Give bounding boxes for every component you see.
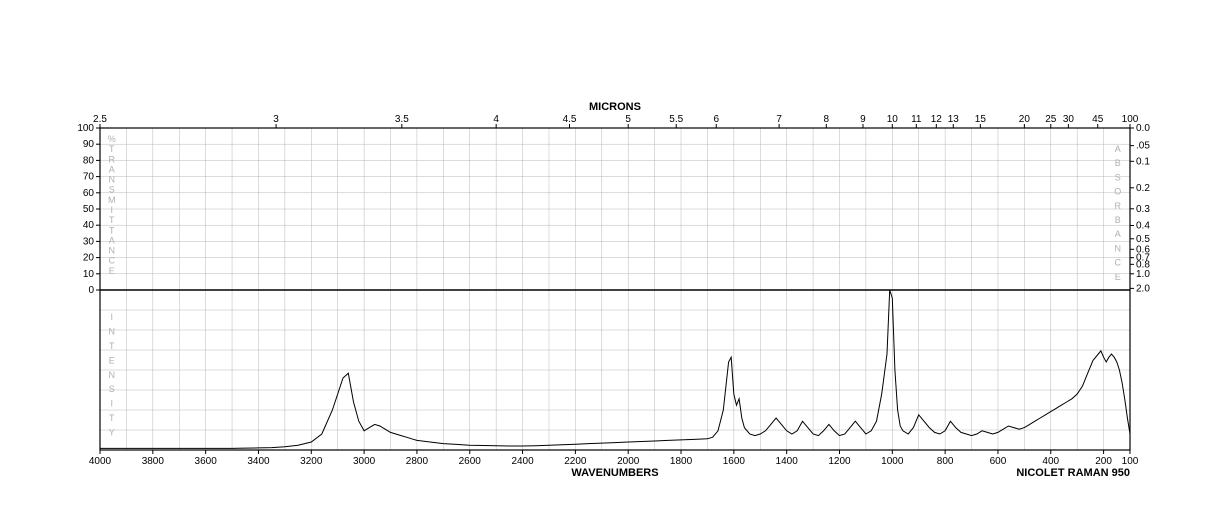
wavenumber-tick-label: 200 — [1095, 456, 1112, 467]
wavenumber-tick-label: 600 — [990, 456, 1007, 467]
intensity-axis-letter: Y — [109, 428, 116, 438]
micron-tick-label: 25 — [1045, 114, 1057, 125]
transmittance-axis-letter: A — [109, 164, 116, 174]
micron-tick-label: 5 — [625, 114, 631, 125]
transmittance-axis-letter: T — [109, 225, 115, 235]
micron-tick-label: 11 — [911, 114, 922, 125]
transmittance-axis-letter: T — [109, 144, 115, 154]
absorbance-axis-letter: A — [1115, 144, 1122, 154]
intensity-axis-letter: N — [109, 326, 116, 336]
transmittance-axis-letter: M — [108, 195, 116, 205]
wavenumber-tick-label: 2400 — [511, 456, 534, 467]
wavenumber-tick-label: 1800 — [670, 456, 693, 467]
spectrum-chart-page: { "chart": { "type": "line", "width": 12… — [0, 0, 1224, 528]
absorbance-axis-letter: A — [1115, 229, 1122, 239]
transmittance-tick-label: 60 — [83, 188, 95, 199]
wavenumber-tick-label: 2600 — [459, 456, 482, 467]
intensity-axis-letter: T — [109, 413, 115, 423]
absorbance-tick-label: 0.0 — [1136, 123, 1150, 134]
intensity-axis-letter: S — [109, 384, 116, 394]
micron-tick-label: 5.5 — [669, 114, 683, 125]
absorbance-axis-letter: B — [1115, 215, 1122, 225]
wavenumber-tick-label: 1200 — [828, 456, 851, 467]
transmittance-axis-letter: T — [109, 215, 115, 225]
wavenumber-tick-label: 800 — [937, 456, 954, 467]
micron-tick-label: 4.5 — [563, 114, 577, 125]
spectrum-chart: MICRONS2.533.544.555.5678910111213152025… — [0, 0, 1224, 528]
micron-tick-label: 10 — [887, 114, 899, 125]
transmittance-tick-label: 100 — [77, 123, 94, 134]
micron-tick-label: 8 — [824, 114, 830, 125]
wavenumber-tick-label: 1000 — [881, 456, 904, 467]
wavenumber-tick-label: 2000 — [617, 456, 640, 467]
absorbance-tick-label: 2.0 — [1136, 283, 1150, 294]
wavenumber-tick-label: 2200 — [564, 456, 587, 467]
absorbance-tick-label: 0.5 — [1136, 234, 1150, 245]
micron-tick-label: 30 — [1063, 114, 1075, 125]
top-axis-title: MICRONS — [589, 101, 641, 113]
intensity-axis-letter: E — [109, 355, 116, 365]
absorbance-tick-label: .05 — [1136, 141, 1150, 152]
transmittance-axis-letter: E — [109, 266, 116, 276]
micron-tick-label: 7 — [776, 114, 782, 125]
transmittance-axis-letter: C — [109, 256, 116, 266]
bottom-axis-title: WAVENUMBERS — [571, 467, 658, 479]
transmittance-axis-letter: S — [109, 185, 116, 195]
wavenumber-tick-label: 100 — [1122, 456, 1139, 467]
micron-tick-label: 12 — [931, 114, 943, 125]
instrument-label: NICOLET RAMAN 950 — [1016, 467, 1130, 479]
wavenumber-tick-label: 400 — [1042, 456, 1059, 467]
micron-tick-label: 4 — [493, 114, 499, 125]
absorbance-axis-letter: O — [1114, 187, 1122, 197]
absorbance-axis-letter: E — [1115, 272, 1122, 282]
absorbance-axis-letter: C — [1115, 258, 1122, 268]
absorbance-tick-label: 0.4 — [1136, 221, 1150, 232]
intensity-axis-letter: T — [109, 341, 115, 351]
intensity-axis-letter: N — [109, 370, 116, 380]
micron-tick-label: 45 — [1092, 114, 1104, 125]
micron-tick-label: 6 — [713, 114, 719, 125]
wavenumber-tick-label: 3000 — [353, 456, 376, 467]
intensity-axis-letter: I — [110, 399, 113, 409]
transmittance-tick-label: 40 — [83, 220, 95, 231]
intensity-axis-letter: I — [110, 312, 113, 322]
wavenumber-tick-label: 3800 — [142, 456, 165, 467]
micron-tick-label: 3.5 — [395, 114, 409, 125]
wavenumber-tick-label: 3200 — [300, 456, 323, 467]
transmittance-tick-label: 30 — [83, 236, 95, 247]
transmittance-tick-label: 10 — [83, 269, 95, 280]
absorbance-tick-label: 0.3 — [1136, 204, 1150, 215]
absorbance-axis-letter: S — [1115, 172, 1122, 182]
absorbance-tick-label: 0.2 — [1136, 183, 1150, 194]
wavenumber-tick-label: 2800 — [406, 456, 429, 467]
micron-tick-label: 20 — [1019, 114, 1031, 125]
micron-tick-label: 3 — [273, 114, 279, 125]
wavenumber-tick-label: 3600 — [195, 456, 218, 467]
wavenumber-tick-label: 4000 — [89, 456, 112, 467]
micron-tick-label: 2.5 — [93, 114, 107, 125]
absorbance-axis-letter: R — [1115, 201, 1122, 211]
transmittance-tick-label: 70 — [83, 172, 95, 183]
micron-tick-label: 9 — [860, 114, 866, 125]
transmittance-tick-label: 50 — [83, 204, 95, 215]
wavenumber-tick-label: 1400 — [776, 456, 799, 467]
transmittance-axis-letter: % — [108, 134, 117, 144]
absorbance-axis-letter: B — [1115, 158, 1122, 168]
absorbance-tick-label: 1.0 — [1136, 269, 1150, 280]
absorbance-axis-letter: N — [1115, 243, 1122, 253]
micron-tick-label: 13 — [948, 114, 960, 125]
transmittance-tick-label: 20 — [83, 253, 95, 264]
transmittance-axis-letter: R — [109, 154, 116, 164]
wavenumber-tick-label: 3400 — [247, 456, 270, 467]
transmittance-axis-letter: N — [109, 175, 116, 185]
transmittance-tick-label: 0 — [88, 285, 94, 296]
transmittance-axis-letter: I — [110, 205, 113, 215]
transmittance-axis-letter: N — [109, 246, 116, 256]
transmittance-tick-label: 80 — [83, 155, 95, 166]
transmittance-axis-letter: A — [109, 235, 116, 245]
transmittance-tick-label: 90 — [83, 139, 95, 150]
wavenumber-tick-label: 1600 — [723, 456, 746, 467]
absorbance-tick-label: 0.1 — [1136, 156, 1150, 167]
micron-tick-label: 15 — [975, 114, 987, 125]
